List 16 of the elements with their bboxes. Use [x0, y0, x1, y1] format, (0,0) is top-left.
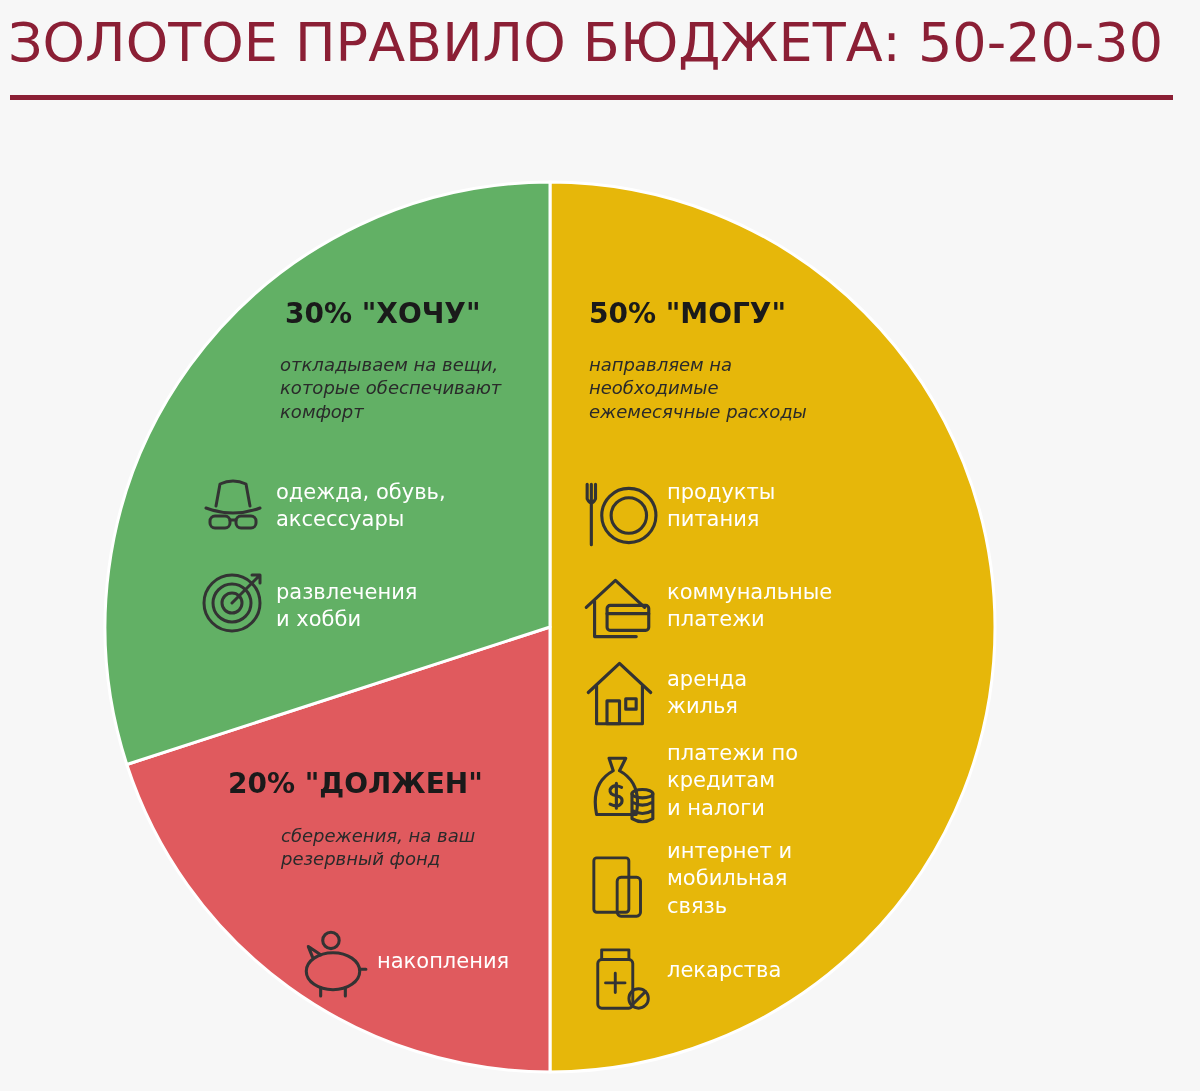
text: интернет и мобильная связь [667, 839, 793, 918]
chart-title: ЗОЛОТОЕ ПРАВИЛО БЮДЖЕТА: 50-20-30 [8, 10, 1164, 74]
text: откладываем на вещи, которые обеспечивают комфорт [280, 354, 502, 422]
text: коммунальные платежи [667, 580, 833, 632]
text: сбережения, на ваш резервный фонд [280, 825, 476, 870]
slice-label: 30% "ХОЧУ" [285, 297, 481, 330]
text: платежи по кредитам и налоги [667, 741, 798, 820]
text: одежда, обувь, аксессуары [276, 480, 446, 532]
text: развлечения и хобби [276, 580, 418, 632]
text: направляем на необходимые ежемесячные расходы [589, 354, 807, 422]
text: аренда жилья [667, 667, 748, 719]
slice-label: 50% "МОГУ" [589, 297, 787, 330]
slice-label: 20% "ДОЛЖЕН" [228, 767, 483, 800]
text: лекарства [667, 958, 782, 982]
text: продукты питания [667, 480, 776, 532]
text: накопления [377, 949, 510, 973]
